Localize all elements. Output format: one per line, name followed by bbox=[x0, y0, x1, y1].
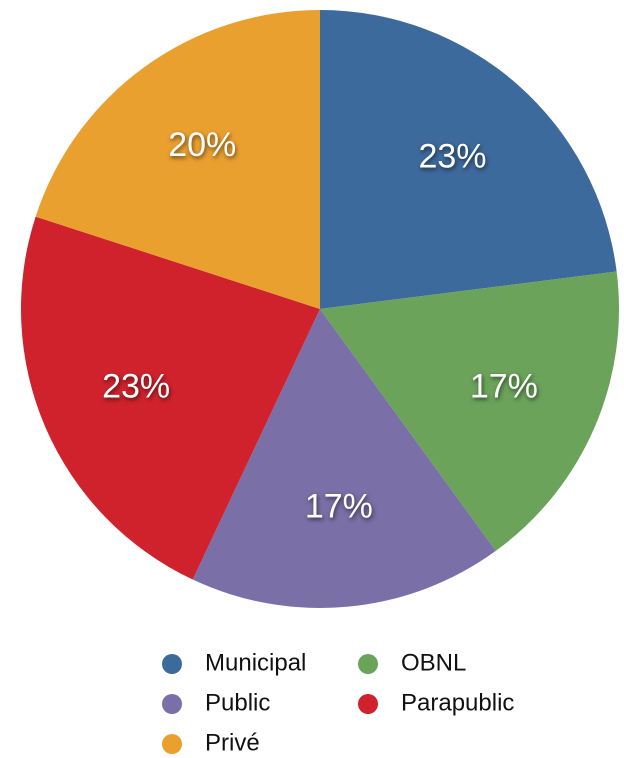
legend-label: OBNL bbox=[401, 649, 466, 676]
legend-label: Privé bbox=[205, 729, 260, 756]
pie-slice bbox=[320, 10, 617, 309]
legend-label: Public bbox=[205, 689, 270, 716]
data-label: 17% bbox=[305, 487, 373, 525]
pie-slice bbox=[320, 271, 619, 551]
legend-marker bbox=[162, 694, 182, 714]
data-label: 23% bbox=[102, 368, 170, 406]
data-label: 20% bbox=[168, 126, 236, 164]
pie-slice bbox=[35, 10, 321, 309]
data-label: 17% bbox=[470, 368, 538, 406]
legend-label: Municipal bbox=[205, 649, 306, 676]
legend-marker bbox=[358, 654, 378, 674]
legend-marker bbox=[162, 654, 182, 674]
pie-slice bbox=[20, 216, 320, 580]
legend-marker bbox=[358, 694, 378, 714]
data-label: 23% bbox=[418, 138, 486, 176]
pie-slice bbox=[192, 309, 496, 608]
legend-marker bbox=[162, 734, 182, 754]
legend-label: Parapublic bbox=[401, 689, 514, 716]
